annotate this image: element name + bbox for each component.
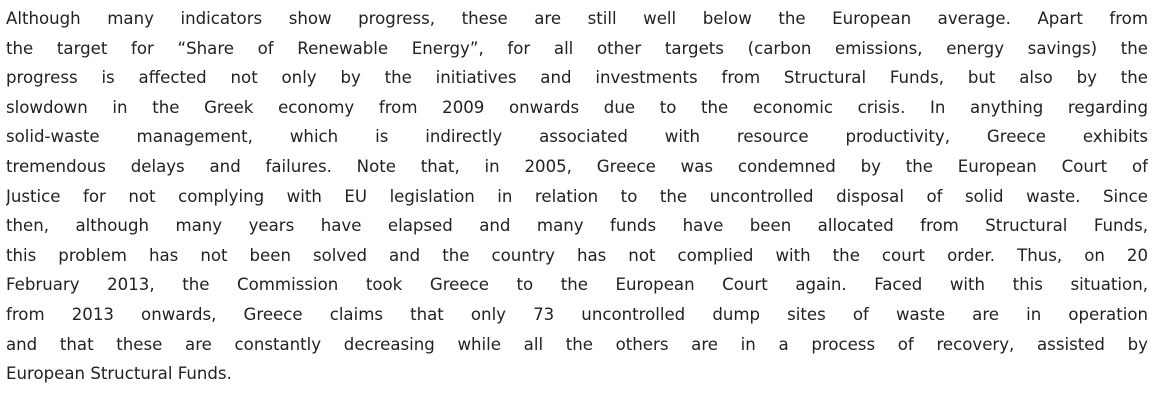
- text-line: solid-waste management, which is indirec…: [6, 127, 1148, 147]
- text-line: slowdown in the Greek economy from 2009 …: [6, 97, 1148, 117]
- text-line: progress is affected not only by the ini…: [6, 68, 1148, 88]
- text-line: European Structural Funds.: [6, 364, 232, 384]
- text-line: Although many indicators show progress, …: [6, 9, 1148, 28]
- text-line: the target for “Share of Renewable Energ…: [6, 38, 1148, 58]
- text-line: then, although many years have elapsed a…: [6, 216, 1148, 236]
- text-line: Justice for not complying with EU legisl…: [6, 186, 1148, 206]
- text-line: this problem has not been solved and the…: [6, 245, 1148, 265]
- text-line: February 2013, the Commission took Greec…: [6, 275, 1148, 295]
- text-line: tremendous delays and failures. Note tha…: [6, 156, 1148, 176]
- paragraph: Although many indicators show progress, …: [6, 0, 1148, 389]
- text-line: and that these are constantly decreasing…: [6, 334, 1148, 354]
- text-line: from 2013 onwards, Greece claims that on…: [6, 304, 1148, 324]
